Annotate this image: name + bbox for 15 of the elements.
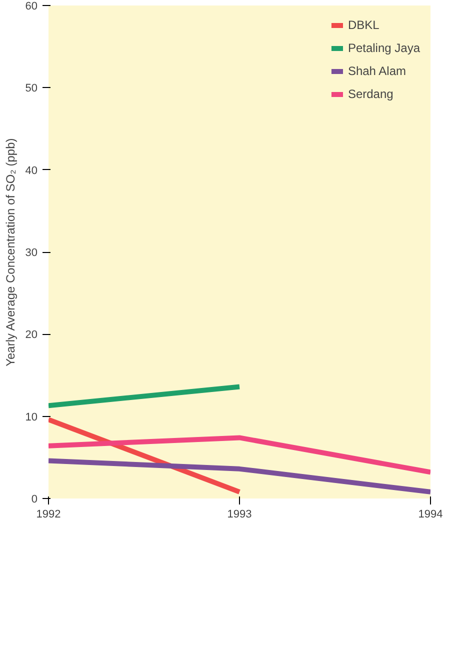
x-tick-label: 1992 bbox=[36, 508, 61, 520]
y-tick-label: 50 bbox=[25, 82, 38, 95]
y-axis-title: Yearly Average Concentration of SO₂ (ppb) bbox=[3, 138, 18, 366]
x-tick-label: 1994 bbox=[418, 508, 443, 520]
y-tick-label: 10 bbox=[25, 411, 38, 424]
y-tick-label: 0 bbox=[31, 494, 38, 506]
x-tick-label: 1993 bbox=[227, 508, 252, 520]
y-tick-label: 60 bbox=[25, 0, 38, 12]
legend-label: Shah Alam bbox=[348, 64, 406, 78]
legend-label: Petaling Jaya bbox=[348, 41, 420, 55]
y-tick-label: 40 bbox=[25, 164, 38, 177]
legend-label: Serdang bbox=[348, 87, 394, 101]
y-tick-label: 20 bbox=[25, 329, 38, 342]
y-tick-label: 30 bbox=[25, 247, 38, 259]
legend-label: DBKL bbox=[348, 18, 380, 32]
